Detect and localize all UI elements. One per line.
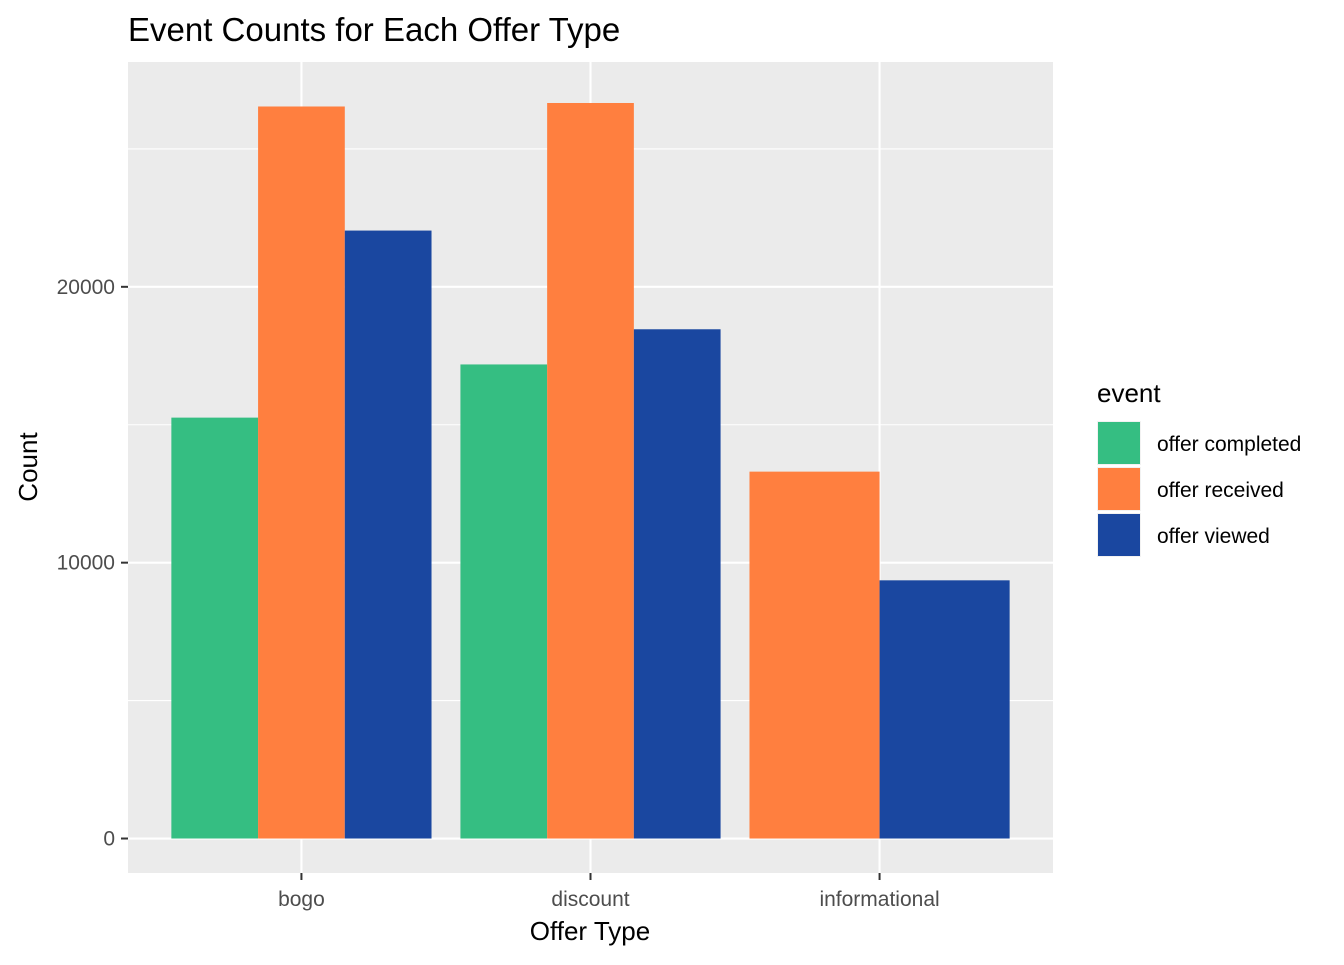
x-tick-label: discount (551, 888, 629, 911)
bar-bogo-offer-completed (171, 417, 259, 839)
legend-label: offer received (1157, 479, 1284, 502)
legend-label: offer viewed (1157, 525, 1270, 548)
bar-informational-offer-received (749, 471, 880, 839)
x-axis: bogo discount informational (278, 873, 940, 911)
legend-key-offer-viewed (1098, 514, 1140, 556)
legend-title: event (1097, 378, 1161, 408)
y-tick-label: 10000 (57, 552, 115, 575)
y-tick-label: 20000 (57, 276, 115, 299)
x-tick-label: bogo (278, 888, 325, 911)
y-axis-title: Count (13, 432, 43, 502)
bar-discount-offer-completed (460, 364, 548, 839)
bar-bogo-offer-viewed (344, 230, 432, 839)
legend: event offer completed offer received offer… (1097, 378, 1301, 557)
bar-layer (171, 102, 1010, 839)
y-tick-label: 0 (103, 828, 115, 851)
bar-informational-offer-viewed (879, 580, 1010, 839)
bar-discount-offer-received (547, 102, 634, 839)
chart-title: Event Counts for Each Offer Type (128, 11, 620, 48)
bar-bogo-offer-received (258, 106, 345, 839)
bar-discount-offer-viewed (633, 329, 721, 839)
legend-label: offer completed (1157, 433, 1301, 456)
legend-key-offer-received (1098, 468, 1140, 510)
legend-key-offer-completed (1098, 422, 1140, 464)
y-axis: 0 10000 20000 (57, 276, 128, 851)
x-axis-title: Offer Type (530, 916, 650, 946)
x-tick-label: informational (819, 888, 939, 911)
